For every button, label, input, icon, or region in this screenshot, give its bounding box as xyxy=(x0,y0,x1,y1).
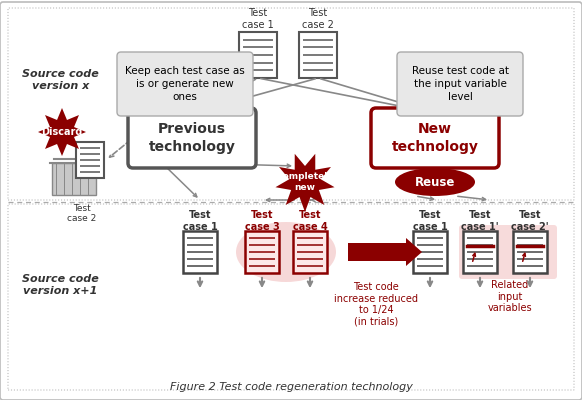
Text: Test
case 4: Test case 4 xyxy=(293,210,327,232)
Polygon shape xyxy=(450,108,460,112)
FancyBboxPatch shape xyxy=(183,231,217,273)
FancyBboxPatch shape xyxy=(128,108,256,168)
FancyBboxPatch shape xyxy=(117,52,253,116)
FancyBboxPatch shape xyxy=(293,231,327,273)
Ellipse shape xyxy=(236,222,336,282)
FancyBboxPatch shape xyxy=(413,231,447,273)
Text: Related
input
variables: Related input variables xyxy=(488,280,533,313)
Text: Source code
version x+1: Source code version x+1 xyxy=(22,274,99,296)
FancyBboxPatch shape xyxy=(76,142,104,178)
Polygon shape xyxy=(195,108,205,112)
Text: Figure 2 Test code regeneration technology: Figure 2 Test code regeneration technolo… xyxy=(169,382,413,392)
FancyBboxPatch shape xyxy=(245,231,279,273)
FancyBboxPatch shape xyxy=(371,108,499,168)
Text: Test
case 1: Test case 1 xyxy=(183,210,217,232)
Polygon shape xyxy=(450,110,460,112)
Text: Test
case 1: Test case 1 xyxy=(413,210,448,232)
Text: Reuse test code at
the input variable
level: Reuse test code at the input variable le… xyxy=(411,66,509,102)
Text: Source code
version x: Source code version x xyxy=(22,69,99,91)
Polygon shape xyxy=(38,108,86,156)
FancyBboxPatch shape xyxy=(513,231,547,273)
Text: Test
case 2': Test case 2' xyxy=(511,210,549,232)
Text: Test
case 3: Test case 3 xyxy=(244,210,279,232)
Text: Previous
technology: Previous technology xyxy=(148,122,236,154)
Text: New
technology: New technology xyxy=(392,122,478,154)
FancyBboxPatch shape xyxy=(52,163,96,195)
Text: Discard: Discard xyxy=(41,127,83,137)
Text: Test
case 1: Test case 1 xyxy=(242,8,274,30)
Text: Completely
new: Completely new xyxy=(276,172,333,192)
Ellipse shape xyxy=(395,168,475,196)
FancyBboxPatch shape xyxy=(459,225,557,279)
Text: Test code
increase reduced
to 1/24
(in trials): Test code increase reduced to 1/24 (in t… xyxy=(334,282,418,327)
FancyArrow shape xyxy=(348,238,422,266)
Polygon shape xyxy=(275,154,335,212)
Text: Test
case 2: Test case 2 xyxy=(68,204,97,223)
FancyBboxPatch shape xyxy=(463,231,497,273)
Polygon shape xyxy=(195,110,205,112)
Text: Test
case 2: Test case 2 xyxy=(302,8,334,30)
Text: Test
case 1': Test case 1' xyxy=(461,210,499,232)
FancyBboxPatch shape xyxy=(299,32,337,78)
FancyBboxPatch shape xyxy=(239,32,277,78)
Text: Reuse: Reuse xyxy=(415,176,455,188)
Text: Keep each test case as
is or generate new
ones: Keep each test case as is or generate ne… xyxy=(125,66,245,102)
FancyBboxPatch shape xyxy=(397,52,523,116)
